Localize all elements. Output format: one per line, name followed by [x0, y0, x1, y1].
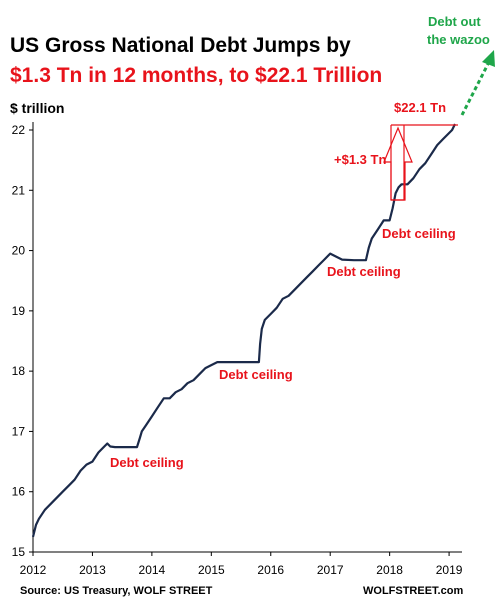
wazoo-arrow	[460, 50, 495, 116]
chart-title-line2: $1.3 Tn in 12 months, to $22.1 Trillion	[10, 64, 382, 87]
y-tick-label: 15	[12, 545, 26, 559]
y-tick-label: 21	[12, 183, 26, 197]
x-tick-label: 2019	[436, 563, 463, 577]
axes	[29, 122, 462, 556]
footer-source: Source: US Treasury, WOLF STREET	[20, 585, 213, 597]
y-tick-labels: 15 16 17 18 19 20 21 22	[12, 123, 26, 559]
x-tick-label: 2016	[257, 563, 284, 577]
wazoo-label-line2: the wazoo	[427, 32, 490, 47]
x-tick-labels: 2012 2013 2014 2015 2016 2017 2018 2019	[20, 563, 463, 577]
debt-series-line	[31, 123, 456, 538]
wazoo-label-line1: Debt out	[428, 14, 481, 29]
y-tick-label: 20	[12, 244, 26, 258]
debt-ceiling-label-2015: Debt ceiling	[219, 367, 293, 382]
x-tick-label: 2015	[198, 563, 225, 577]
debt-ceiling-label-2013: Debt ceiling	[110, 455, 184, 470]
debt-ceiling-label-2017: Debt ceiling	[327, 264, 401, 279]
increase-label: +$1.3 Tn	[334, 152, 386, 167]
level-label: $22.1 Tn	[394, 100, 446, 115]
footer-site: WOLFSTREET.com	[363, 585, 463, 597]
increase-arrow	[383, 126, 413, 201]
y-tick-label: 18	[12, 364, 26, 378]
y-axis-label: $ trillion	[10, 100, 64, 116]
y-tick-label: 19	[12, 304, 26, 318]
x-tick-label: 2012	[20, 563, 47, 577]
increase-bracket	[383, 124, 458, 201]
y-tick-label: 16	[12, 485, 26, 499]
chart-title-line1: US Gross National Debt Jumps by	[10, 34, 351, 57]
x-tick-label: 2013	[79, 563, 106, 577]
wazoo-arrow-head	[482, 50, 495, 67]
x-tick-label: 2018	[376, 563, 403, 577]
x-tick-label: 2017	[317, 563, 344, 577]
x-tick-label: 2014	[139, 563, 166, 577]
y-tick-label: 17	[12, 424, 26, 438]
debt-ceiling-label-2018: Debt ceiling	[382, 226, 456, 241]
y-tick-label: 22	[12, 123, 26, 137]
wazoo-arrow-shaft	[460, 59, 492, 116]
